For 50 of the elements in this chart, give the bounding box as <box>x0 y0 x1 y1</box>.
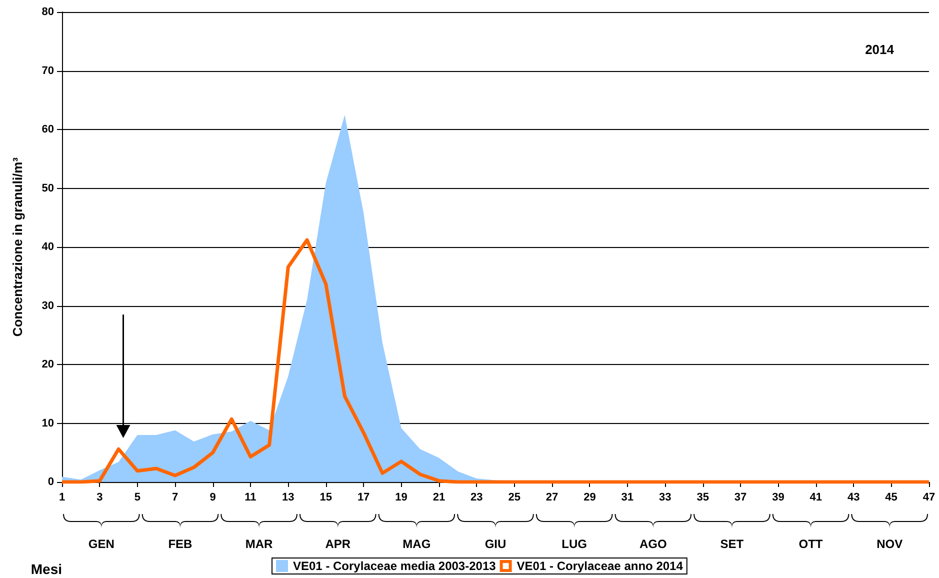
y-tick-label: 60 <box>42 124 54 136</box>
text: AGO <box>639 537 667 551</box>
x-tick-label: 7 <box>172 492 178 504</box>
text: FEB <box>168 537 193 551</box>
text: LUG <box>562 537 587 551</box>
x-tick-label: 45 <box>885 492 898 504</box>
x-tick-label: 9 <box>210 492 216 504</box>
x-axis-title: Mesi <box>30 561 62 577</box>
text: MAG <box>402 537 431 551</box>
x-tick-label: 41 <box>810 492 822 504</box>
text: OTT <box>798 537 824 551</box>
x-tick-label: 47 <box>922 492 936 504</box>
x-tick-label: 23 <box>470 492 483 504</box>
y-tick-label: 0 <box>48 476 54 488</box>
line-series <box>60 238 931 484</box>
text: APR <box>325 537 351 551</box>
x-tick-label: 29 <box>584 492 596 504</box>
x-tick-label: 37 <box>734 492 747 504</box>
x-tick-label: 43 <box>847 492 860 504</box>
x-tick-label: 31 <box>621 492 634 504</box>
x-tick-label: 39 <box>772 492 784 504</box>
y-tick-label: 20 <box>42 358 54 370</box>
x-tick-label: 21 <box>432 492 446 504</box>
x-tick-label: 13 <box>282 492 294 504</box>
text: GIU <box>484 537 506 551</box>
text: MAR <box>245 537 274 551</box>
x-tick-label: 33 <box>659 492 672 504</box>
x-tick-label: 17 <box>357 492 370 504</box>
x-tick-label: 1 <box>58 492 66 504</box>
text: NOV <box>876 537 903 551</box>
y-axis-title: Concentrazione in granuli/m³ <box>10 156 25 337</box>
x-tick-label: 35 <box>696 492 709 504</box>
text: GEN <box>88 537 114 551</box>
x-tick-label: 19 <box>395 492 408 504</box>
y-tick-label: 70 <box>42 64 54 77</box>
x-tick-label: 15 <box>320 492 332 504</box>
legend-label: VE01 - Corylaceae anno 2014 <box>516 559 684 573</box>
text: 2014 <box>865 42 895 57</box>
y-tick-label: 40 <box>42 241 54 253</box>
y-tick-label: 30 <box>42 300 54 312</box>
y-tick-label: 10 <box>42 417 54 430</box>
x-tick-label: 5 <box>134 492 140 504</box>
y-tick-label: 50 <box>42 182 54 194</box>
text: SET <box>720 537 744 551</box>
x-tick-label: 27 <box>546 492 558 504</box>
x-tick-label: 25 <box>508 492 520 504</box>
x-tick-label: 11 <box>244 492 256 504</box>
y-tick-label: 80 <box>42 6 54 18</box>
x-tick-label: 3 <box>96 492 103 504</box>
legend-label: VE01 - Corylaceae media 2003-2013 <box>293 559 496 573</box>
